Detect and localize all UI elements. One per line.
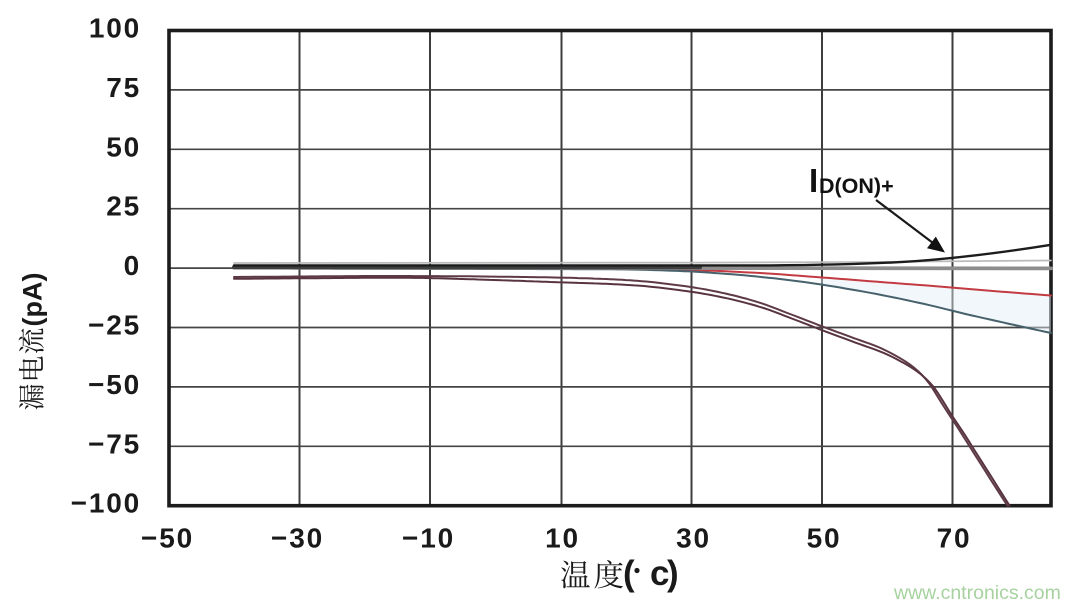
svg-text:): ) — [667, 554, 679, 593]
svg-text:D(ON)+: D(ON)+ — [819, 174, 894, 198]
svg-text:10: 10 — [545, 523, 580, 554]
svg-text:−30: −30 — [271, 523, 324, 554]
svg-text:25: 25 — [106, 191, 141, 222]
svg-text:−50: −50 — [88, 369, 141, 400]
svg-text:www.cntronics.com: www.cntronics.com — [893, 582, 1061, 604]
svg-text:75: 75 — [106, 72, 141, 103]
svg-text:−25: −25 — [88, 310, 141, 341]
svg-text:50: 50 — [106, 131, 141, 162]
svg-text:(pA): (pA) — [18, 273, 48, 327]
svg-text:−10: −10 — [402, 523, 455, 554]
svg-text:c: c — [650, 554, 669, 593]
svg-text:0: 0 — [124, 250, 141, 281]
svg-text:−100: −100 — [71, 488, 141, 519]
svg-text:(: ( — [623, 554, 635, 593]
svg-text:30: 30 — [676, 523, 711, 554]
svg-text:I: I — [809, 162, 818, 199]
svg-text:100: 100 — [89, 13, 141, 44]
svg-text:70: 70 — [937, 523, 972, 554]
svg-text:−50: −50 — [141, 523, 194, 554]
svg-text:50: 50 — [807, 523, 842, 554]
svg-text:−75: −75 — [88, 428, 141, 459]
